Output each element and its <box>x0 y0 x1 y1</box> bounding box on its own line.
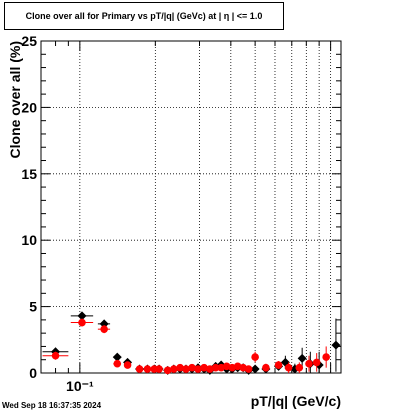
data-point <box>322 353 330 361</box>
y-tick-label: 0 <box>29 365 37 381</box>
data-point <box>331 340 341 350</box>
data-point <box>123 361 132 369</box>
series-1 <box>42 318 330 375</box>
data-point <box>206 365 214 373</box>
data-point <box>143 365 152 373</box>
data-point <box>211 363 220 372</box>
x-axis-label: pT/|q| (GeV/c) <box>251 393 341 409</box>
data-point <box>312 358 321 367</box>
data-point <box>135 365 144 373</box>
data-point <box>77 311 87 321</box>
data-point <box>262 363 270 372</box>
data-point <box>170 365 178 373</box>
timestamp-footer: Wed Sep 18 16:37:35 2024 <box>2 401 102 410</box>
data-point <box>194 365 202 373</box>
data-point <box>155 365 163 373</box>
y-tick-label: 10 <box>21 232 37 248</box>
data-point <box>182 365 190 373</box>
chart-title: Clone over all for Primary vs pT/|q| (Ge… <box>4 2 284 30</box>
data-point <box>295 363 304 372</box>
data-point <box>244 365 253 373</box>
x-tick-label: 10⁻¹ <box>66 378 94 394</box>
plot-frame <box>40 40 342 374</box>
data-point <box>112 352 122 362</box>
data-point <box>78 318 86 327</box>
y-axis-label: Clone over all (%) <box>7 41 23 158</box>
data-point <box>200 363 208 372</box>
data-point <box>188 363 196 372</box>
y-tick-label: 25 <box>21 33 37 49</box>
data-point <box>274 361 283 369</box>
y-tick-label: 20 <box>21 99 37 115</box>
y-tick-label: 15 <box>21 166 37 182</box>
data-point <box>305 359 313 368</box>
y-tick-label: 5 <box>29 299 37 315</box>
data-point <box>284 363 293 372</box>
data-point <box>176 363 184 372</box>
data-point <box>51 351 60 360</box>
data-point <box>297 353 307 363</box>
data-point <box>100 325 108 333</box>
data-point <box>251 353 259 361</box>
data-point <box>250 364 260 374</box>
data-point <box>113 359 122 368</box>
data-point <box>163 366 172 375</box>
